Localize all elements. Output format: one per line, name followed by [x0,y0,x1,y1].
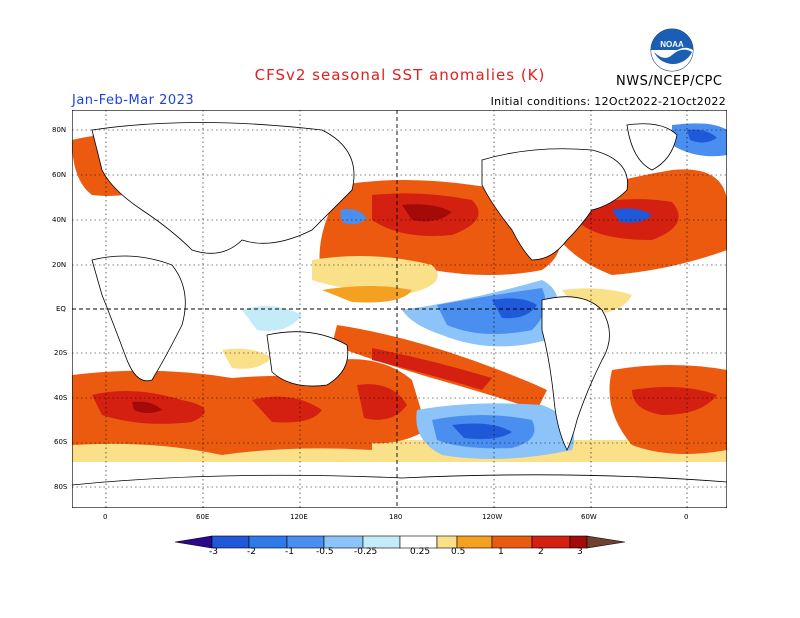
anomaly-region [242,306,302,331]
anomaly-region [340,209,367,225]
lat-label: 40N [52,216,67,224]
anomaly-region [322,286,412,303]
lon-label: 0 [103,513,108,521]
anomaly-region [452,423,512,440]
continent-north-america [481,148,628,261]
colorbar-label: 3 [577,547,583,557]
chart-title: CFSv2 seasonal SST anomalies (K) [254,66,546,84]
lon-label: 0 [684,513,689,521]
anomaly-region [372,348,492,390]
season-label: Jan-Feb-Mar 2023 [72,93,195,108]
anomaly-region [357,384,407,420]
anomaly-region [222,348,272,369]
lat-label: 80S [54,483,68,491]
initial-conditions-label: Initial conditions: 12Oct2022-21Oct2022 [490,95,726,108]
anomaly-region [132,401,162,413]
continent-eurasia [91,122,355,254]
colorbar-label: -0.25 [354,547,378,557]
lat-label: 60S [54,438,68,446]
lon-label: 60W [581,513,597,521]
colorbar-label: 0.25 [410,547,431,557]
colorbar-label: -3 [209,547,218,557]
anomaly-region [492,298,537,319]
lat-label: 80N [52,126,67,134]
lon-label: 120E [290,513,308,521]
colorbar-label: 0.5 [451,547,466,557]
anomaly-region [687,129,717,143]
anomaly-region [312,256,438,295]
colorbar [174,535,626,549]
lat-label: 20S [54,349,68,357]
colorbar-label: 1 [498,547,504,557]
continent-africa [91,255,186,382]
anomaly-region [72,370,372,455]
colorbar-label: 2 [538,547,544,557]
agency-label: NWS/NCEP/CPC [616,74,723,89]
continent-antarctica [72,474,727,508]
anomaly-region [252,396,322,423]
colorbar-label: -2 [247,547,256,557]
continent-greenland [626,123,678,171]
lat-label: 20N [52,261,67,269]
continent-south-america [541,296,610,451]
anomaly-region [632,386,717,415]
anomaly-region [402,204,452,222]
colorbar-swatch [174,535,213,549]
lat-label: EQ [56,305,66,313]
lon-label: 60E [196,513,210,521]
anomaly-region [612,208,652,223]
lon-label: 120W [482,513,503,521]
colorbar-label: -1 [285,547,294,557]
svg-text:NOAA: NOAA [660,40,684,49]
lon-label: 180 [389,513,403,521]
lat-label: 60N [52,171,67,179]
noaa-logo-icon: NOAA [650,28,694,72]
colorbar-swatch [586,535,626,549]
colorbar-label: -0.5 [316,547,334,557]
sst-anomaly-map [72,110,727,508]
lat-label: 40S [54,394,68,402]
continent-australia [266,331,349,387]
